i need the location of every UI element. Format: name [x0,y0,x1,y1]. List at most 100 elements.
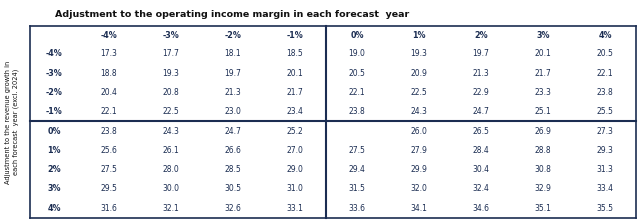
Text: Adjustment to the operating income margin in each forecast  year: Adjustment to the operating income margi… [55,10,409,19]
Text: 18.5: 18.5 [287,49,303,58]
Text: 26.5: 26.5 [472,126,490,135]
Text: 22.5: 22.5 [411,88,428,97]
Text: 20.5: 20.5 [349,69,365,78]
Text: 25.6: 25.6 [100,146,117,155]
Text: 4%: 4% [47,204,61,213]
Text: 25.2: 25.2 [287,126,303,135]
Text: 21.3: 21.3 [472,69,490,78]
Text: 26.1: 26.1 [163,146,179,155]
Text: -3%: -3% [163,30,179,40]
Text: 0%: 0% [47,126,61,135]
Text: -1%: -1% [45,107,62,116]
Text: 18.1: 18.1 [225,49,241,58]
Text: 22.1: 22.1 [100,107,117,116]
Text: 28.4: 28.4 [472,146,490,155]
Text: 2%: 2% [474,30,488,40]
Text: 32.4: 32.4 [472,185,490,194]
Text: 25.5: 25.5 [596,107,613,116]
Text: 1%: 1% [47,146,61,155]
Text: 33.6: 33.6 [349,204,365,213]
Text: 32.0: 32.0 [411,185,428,194]
Text: 21.3: 21.3 [225,88,241,97]
Text: 35.5: 35.5 [596,204,614,213]
Text: 32.6: 32.6 [225,204,241,213]
Text: 27.3: 27.3 [596,126,613,135]
Text: 23.3: 23.3 [534,88,552,97]
Text: 4%: 4% [598,30,612,40]
Text: 20.5: 20.5 [596,49,613,58]
Text: 0%: 0% [350,30,364,40]
Text: 30.0: 30.0 [163,185,179,194]
Text: 23.8: 23.8 [349,107,365,116]
Text: 18.8: 18.8 [100,69,117,78]
Text: 19.7: 19.7 [225,69,241,78]
Text: 26.6: 26.6 [225,146,241,155]
Text: 28.5: 28.5 [225,165,241,174]
Text: 31.3: 31.3 [596,165,613,174]
Text: 3%: 3% [536,30,550,40]
Text: 23.4: 23.4 [287,107,303,116]
Text: 29.0: 29.0 [287,165,303,174]
Text: 34.6: 34.6 [472,204,490,213]
Text: 35.1: 35.1 [534,204,552,213]
Text: 27.5: 27.5 [349,146,365,155]
Text: 22.9: 22.9 [472,88,490,97]
Text: 25.1: 25.1 [534,107,552,116]
Text: 19.7: 19.7 [472,49,490,58]
Text: 24.7: 24.7 [225,126,241,135]
Text: 2%: 2% [47,165,61,174]
Text: 19.3: 19.3 [411,49,428,58]
Text: 27.9: 27.9 [411,146,428,155]
Text: 31.5: 31.5 [349,185,365,194]
Text: 29.4: 29.4 [349,165,365,174]
Text: 28.0: 28.0 [163,165,179,174]
Text: 20.4: 20.4 [100,88,117,97]
Text: 20.8: 20.8 [163,88,179,97]
Text: -1%: -1% [287,30,303,40]
Text: 30.4: 30.4 [472,165,490,174]
Text: 26.9: 26.9 [534,126,552,135]
Text: 24.3: 24.3 [163,126,179,135]
Text: 34.1: 34.1 [411,204,428,213]
Text: 22.1: 22.1 [349,88,365,97]
Text: 32.9: 32.9 [534,185,552,194]
Text: 21.7: 21.7 [287,88,303,97]
Text: Adjustment to the revenue growth in
each forecast  year (excl. 2024): Adjustment to the revenue growth in each… [5,60,19,184]
Text: -4%: -4% [100,30,117,40]
Text: 31.6: 31.6 [100,204,117,213]
Text: 23.8: 23.8 [596,88,613,97]
Text: 26.0: 26.0 [411,126,428,135]
Text: 30.8: 30.8 [534,165,552,174]
Text: 29.3: 29.3 [596,146,613,155]
Text: -2%: -2% [225,30,241,40]
Text: -2%: -2% [45,88,63,97]
Text: 25.6: 25.6 [42,30,66,40]
Text: 21.7: 21.7 [534,69,552,78]
Text: 25.6: 25.6 [349,126,365,135]
Text: 22.5: 22.5 [163,107,179,116]
Text: 33.4: 33.4 [596,185,614,194]
Text: 32.1: 32.1 [163,204,179,213]
Text: 20.1: 20.1 [534,49,552,58]
Text: 20.1: 20.1 [287,69,303,78]
Text: 33.1: 33.1 [287,204,303,213]
Text: 17.3: 17.3 [100,49,117,58]
Text: 24.7: 24.7 [472,107,490,116]
Text: 24.3: 24.3 [411,107,428,116]
Text: 22.1: 22.1 [596,69,613,78]
Text: 23.8: 23.8 [100,126,117,135]
Text: 3%: 3% [47,185,61,194]
Text: 19.0: 19.0 [349,49,365,58]
Text: -3%: -3% [45,69,62,78]
Text: 23.0: 23.0 [225,107,241,116]
Text: 27.5: 27.5 [100,165,117,174]
Text: 27.0: 27.0 [287,146,303,155]
Text: 30.5: 30.5 [225,185,241,194]
Text: 17.7: 17.7 [163,49,179,58]
Text: -4%: -4% [45,49,62,58]
Text: 31.0: 31.0 [287,185,303,194]
Text: 29.9: 29.9 [411,165,428,174]
Text: 29.5: 29.5 [100,185,117,194]
Text: 28.8: 28.8 [534,146,551,155]
Text: 19.3: 19.3 [163,69,179,78]
